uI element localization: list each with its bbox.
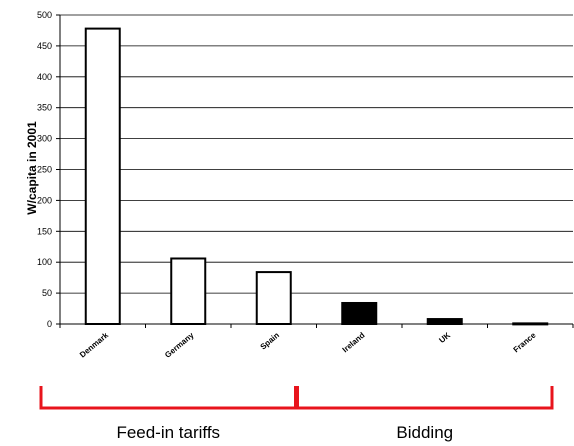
bar-france [512, 322, 549, 326]
group-label: Feed-in tariffs [116, 423, 220, 442]
y-tick-label: 250 [37, 165, 52, 175]
y-tick-label: 500 [37, 10, 52, 20]
y-tick-label: 300 [37, 134, 52, 144]
category-label: Spain [259, 331, 282, 352]
bar-denmark [84, 27, 121, 325]
bar-spain [255, 271, 292, 326]
axes [56, 14, 574, 328]
category-labels: Denmark Germany Spain Ireland UK France [78, 330, 538, 360]
y-tick-label: 150 [37, 226, 52, 236]
y-tick-label: 350 [37, 103, 52, 113]
group-bracket [296, 386, 554, 410]
group-brackets: Feed-in tariffs Bidding [39, 386, 554, 442]
gridlines [60, 14, 573, 294]
category-label: Denmark [78, 330, 110, 359]
group-bracket [39, 386, 297, 410]
y-tick-labels: 0 50 100 150 200 250 300 350 400 450 500 [37, 10, 52, 329]
y-tick-label: 200 [37, 195, 52, 205]
y-tick-label: 450 [37, 41, 52, 51]
bar-uk [426, 318, 463, 325]
bar-germany [170, 257, 207, 326]
category-label: UK [437, 330, 452, 344]
y-tick-label: 100 [37, 257, 52, 267]
group-label: Bidding [396, 423, 453, 442]
y-tick-label: 400 [37, 72, 52, 82]
bar-ireland [341, 301, 378, 326]
category-label: France [512, 330, 538, 354]
category-label: Ireland [341, 331, 367, 355]
y-tick-label: 50 [42, 288, 52, 298]
category-label: Germany [163, 330, 196, 360]
bars [84, 27, 549, 326]
y-axis-label: W/capita in 2001 [25, 121, 39, 215]
y-tick-label: 0 [47, 319, 52, 329]
